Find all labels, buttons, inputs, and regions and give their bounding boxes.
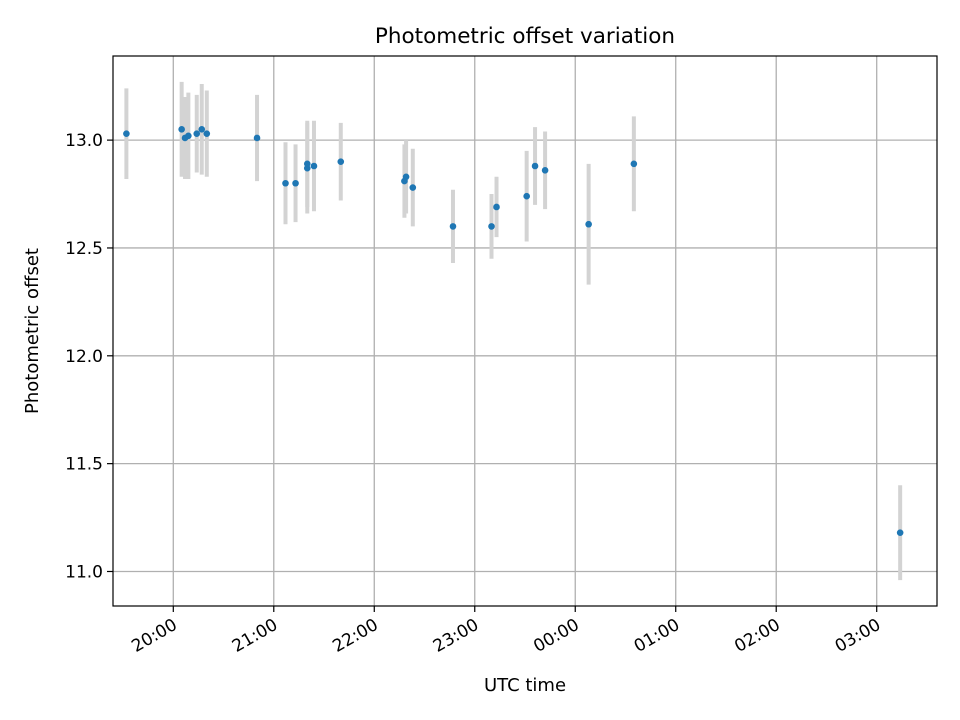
x-tick-label: 21:00 — [229, 615, 281, 657]
data-point — [409, 184, 417, 191]
data-point — [493, 203, 500, 211]
y-tick-label: 11.0 — [65, 562, 103, 582]
x-tick-label: 22:00 — [329, 615, 381, 657]
chart-title: Photometric offset variation — [375, 24, 675, 49]
data-point — [198, 126, 206, 133]
grid — [113, 56, 937, 606]
x-tick-label: 20:00 — [128, 615, 180, 657]
y-tick-label: 13.0 — [65, 131, 103, 151]
data-point — [203, 130, 211, 137]
y-axis: 11.0 11.5 12.0 12.5 13.0 — [65, 131, 113, 582]
data-point — [303, 160, 311, 168]
error-bars — [124, 81, 903, 581]
data-point — [585, 220, 592, 228]
data-point — [282, 179, 289, 187]
data-point — [178, 126, 185, 133]
data-point — [541, 167, 549, 174]
data-point — [896, 529, 904, 536]
x-tick-label: 02:00 — [731, 615, 783, 657]
x-tick-label: 03:00 — [832, 615, 884, 657]
data-point — [531, 162, 539, 170]
data-point — [337, 158, 345, 165]
data-point — [292, 179, 299, 187]
x-tick-label: 23:00 — [430, 615, 482, 657]
data-point — [630, 160, 638, 168]
data-point — [449, 223, 457, 230]
data-point — [523, 192, 530, 200]
plot-frame — [112, 55, 938, 607]
data-point — [310, 162, 318, 170]
x-tick-label: 01:00 — [631, 615, 683, 657]
y-tick-label: 11.5 — [65, 455, 103, 475]
data-point — [488, 223, 495, 230]
x-axis: 20:00 21:00 22:00 23:00 00:00 01:00 02:00 03:00 — [128, 606, 884, 657]
y-axis-label: Photometric offset — [22, 248, 43, 414]
x-axis-label: UTC time — [484, 675, 566, 696]
data-point — [185, 132, 192, 140]
data-point — [123, 130, 130, 137]
y-tick-label: 12.5 — [65, 239, 103, 259]
data-points — [123, 126, 904, 536]
data-point — [402, 173, 410, 181]
data-point — [253, 134, 261, 142]
data-point — [193, 130, 201, 137]
x-tick-label: 00:00 — [530, 615, 582, 657]
y-tick-label: 12.0 — [65, 347, 103, 367]
